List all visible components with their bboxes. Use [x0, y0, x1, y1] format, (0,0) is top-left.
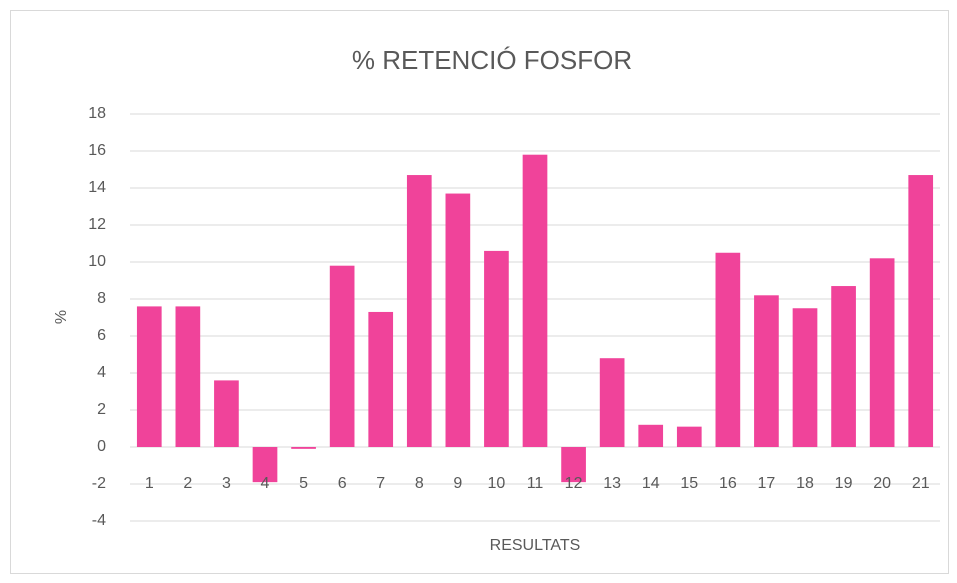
y-tick-label: 6 [97, 327, 106, 344]
x-tick-label: 8 [415, 475, 424, 492]
bar [136, 306, 162, 447]
bar [368, 311, 394, 447]
x-tick-label: 5 [299, 475, 308, 492]
x-tick-label: 11 [527, 475, 544, 492]
bar [329, 265, 355, 447]
y-tick-label: 2 [97, 401, 106, 418]
y-tick-label: 18 [88, 105, 106, 122]
bar [484, 250, 509, 447]
bar [561, 447, 586, 483]
bar [252, 447, 278, 483]
chart-border [10, 10, 949, 574]
x-tick-label: 7 [376, 475, 385, 492]
x-tick-label: 15 [680, 475, 698, 492]
y-tick-label: 14 [88, 179, 106, 196]
x-tick-label: 16 [719, 475, 737, 492]
x-tick-label: 10 [488, 475, 506, 492]
y-tick-label: 10 [88, 253, 106, 270]
bar [792, 308, 818, 447]
bar [522, 154, 548, 447]
x-tick-label: 1 [145, 475, 154, 492]
y-tick-label: 12 [88, 216, 106, 233]
x-axis-title: RESULTATS [490, 537, 581, 554]
x-tick-label: 19 [835, 475, 853, 492]
x-tick-label: 3 [222, 475, 231, 492]
x-tick-label: 17 [758, 475, 776, 492]
x-tick-label: 9 [453, 475, 462, 492]
bar [676, 426, 702, 447]
x-tick-label: 21 [912, 475, 930, 492]
bar [291, 447, 316, 449]
y-tick-label: 8 [97, 290, 106, 307]
bar [175, 306, 201, 447]
bar [908, 175, 934, 448]
y-tick-label: -4 [92, 512, 106, 529]
y-tick-label: 4 [97, 364, 106, 381]
bar [754, 295, 779, 447]
x-tick-label: 13 [603, 475, 621, 492]
y-tick-label: 0 [97, 438, 106, 455]
x-tick-label: 12 [565, 475, 583, 492]
x-tick-label: 4 [261, 475, 270, 492]
y-tick-label: 16 [88, 142, 106, 159]
bar [715, 252, 741, 447]
x-tick-label: 18 [796, 475, 814, 492]
bar [214, 380, 239, 447]
x-tick-label: 14 [642, 475, 660, 492]
bar [445, 193, 471, 447]
bar [406, 175, 432, 448]
chart-title: % RETENCIÓ FOSFOR [352, 45, 632, 75]
bar [638, 424, 664, 447]
bar [831, 286, 856, 447]
y-axis-title: % [53, 310, 70, 324]
x-tick-label: 2 [183, 475, 192, 492]
x-tick-label: 20 [873, 475, 891, 492]
x-tick-label: 6 [338, 475, 347, 492]
y-tick-label: -2 [92, 475, 106, 492]
bar [599, 358, 625, 447]
bar [869, 258, 895, 447]
